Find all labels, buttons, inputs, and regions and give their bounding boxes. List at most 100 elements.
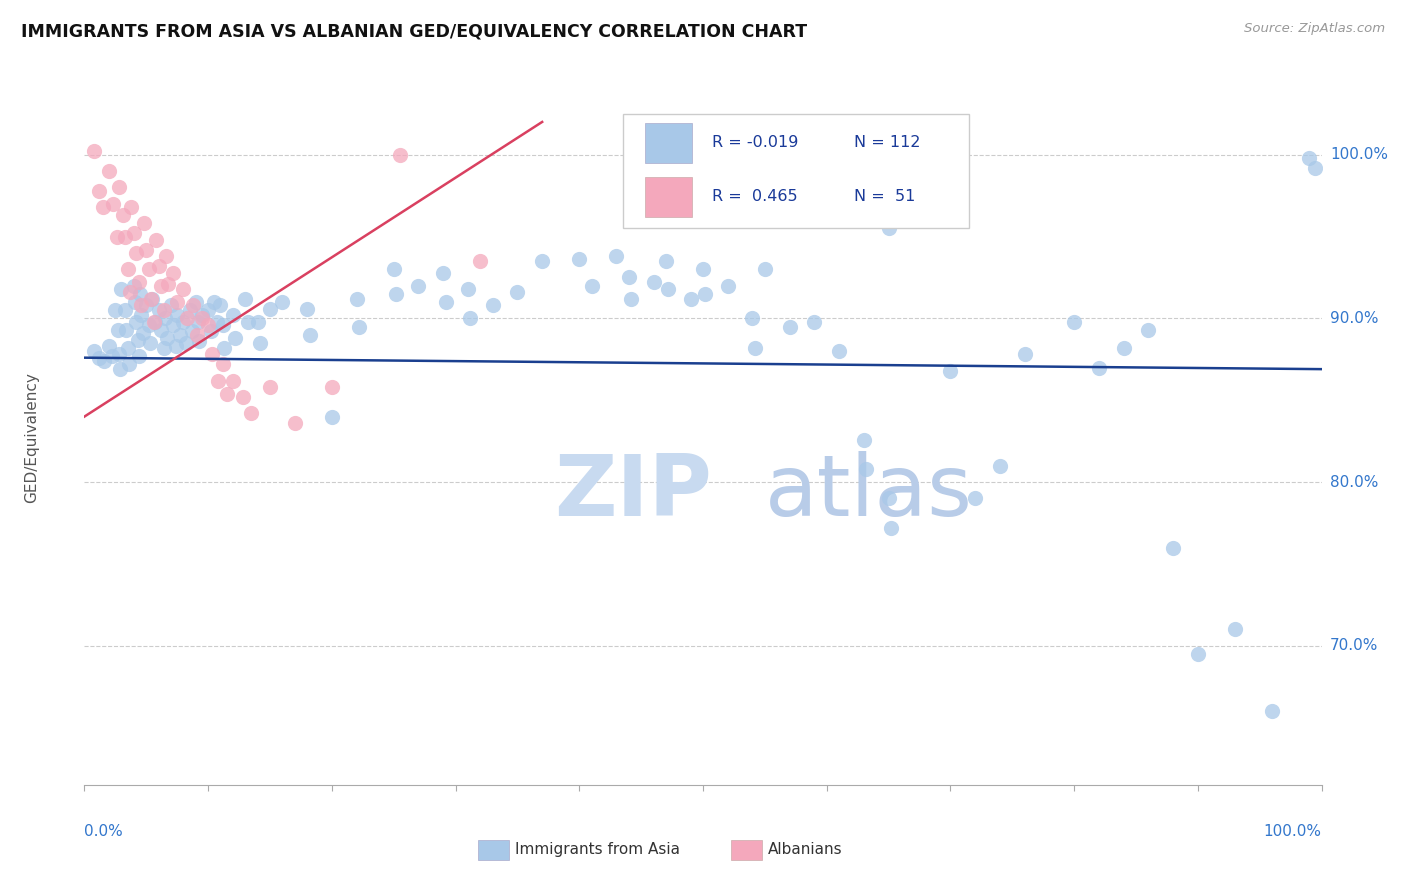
Point xyxy=(108,180,131,194)
Point xyxy=(259,301,281,316)
Point xyxy=(138,318,160,332)
Point xyxy=(988,458,1011,473)
Point xyxy=(191,311,214,326)
Text: 90.0%: 90.0% xyxy=(1330,311,1378,326)
Point xyxy=(240,406,263,420)
Point xyxy=(166,295,188,310)
Point xyxy=(83,344,105,359)
Point xyxy=(181,298,204,312)
Point xyxy=(184,295,207,310)
Point xyxy=(347,319,370,334)
Point xyxy=(135,298,157,312)
Point xyxy=(1137,323,1160,337)
Point xyxy=(98,339,121,353)
Point xyxy=(172,282,194,296)
Point xyxy=(1112,341,1135,355)
Point xyxy=(98,164,121,178)
Point xyxy=(172,315,194,329)
Point xyxy=(222,308,245,322)
Point xyxy=(124,295,146,310)
Point xyxy=(1088,360,1111,375)
Point xyxy=(118,357,141,371)
Point xyxy=(741,311,763,326)
Point xyxy=(215,386,238,401)
Point xyxy=(117,262,139,277)
Point xyxy=(605,249,627,263)
Point xyxy=(295,301,318,316)
Point xyxy=(186,327,208,342)
Point xyxy=(202,295,225,310)
Point xyxy=(779,319,801,334)
Point xyxy=(187,315,209,329)
Point xyxy=(408,278,430,293)
Point xyxy=(432,266,454,280)
Point xyxy=(141,292,163,306)
Point xyxy=(128,349,150,363)
Point xyxy=(692,262,714,277)
Point xyxy=(481,298,503,312)
Point xyxy=(617,270,640,285)
Point xyxy=(200,325,222,339)
Point xyxy=(100,349,122,363)
Point xyxy=(233,292,256,306)
Point xyxy=(224,331,246,345)
Point xyxy=(385,286,408,301)
Point xyxy=(965,491,987,506)
Point xyxy=(129,308,152,322)
Text: R =  0.465: R = 0.465 xyxy=(711,189,797,204)
Point xyxy=(179,303,201,318)
Point xyxy=(143,315,166,329)
Point xyxy=(162,266,184,280)
Point xyxy=(188,334,211,349)
Point xyxy=(197,303,219,318)
Point xyxy=(236,315,259,329)
Point xyxy=(104,303,127,318)
Point xyxy=(568,252,591,267)
Point xyxy=(122,227,145,241)
Point xyxy=(160,298,183,312)
Point xyxy=(150,278,173,293)
Point xyxy=(1063,315,1085,329)
Point xyxy=(803,315,825,329)
Point xyxy=(152,303,174,318)
Point xyxy=(105,229,128,244)
Point xyxy=(939,364,962,378)
Text: N = 112: N = 112 xyxy=(853,136,921,150)
Text: 100.0%: 100.0% xyxy=(1330,147,1388,162)
Point xyxy=(470,254,492,268)
Point xyxy=(1298,151,1320,165)
Point xyxy=(815,196,838,211)
Point xyxy=(169,327,191,342)
Point xyxy=(828,344,851,359)
Point xyxy=(321,409,343,424)
Point xyxy=(135,243,157,257)
Point xyxy=(138,262,160,277)
Point xyxy=(128,276,150,290)
Point xyxy=(89,351,111,365)
Point xyxy=(93,354,115,368)
Text: 100.0%: 100.0% xyxy=(1264,824,1322,838)
FancyBboxPatch shape xyxy=(623,113,969,228)
Text: GED/Equivalency: GED/Equivalency xyxy=(24,372,39,502)
Point xyxy=(107,323,129,337)
Point xyxy=(120,200,142,214)
Text: IMMIGRANTS FROM ASIA VS ALBANIAN GED/EQUIVALENCY CORRELATION CHART: IMMIGRANTS FROM ASIA VS ALBANIAN GED/EQU… xyxy=(21,22,807,40)
Point xyxy=(695,286,717,301)
Point xyxy=(457,282,479,296)
Point xyxy=(205,315,228,329)
Point xyxy=(110,282,132,296)
Point xyxy=(174,335,197,350)
Point xyxy=(156,331,179,345)
Point xyxy=(145,233,167,247)
Point xyxy=(125,246,148,260)
Point xyxy=(1161,541,1184,555)
Point xyxy=(132,216,155,230)
Point xyxy=(110,362,132,376)
Point xyxy=(1305,161,1327,175)
Point xyxy=(152,341,174,355)
Point xyxy=(155,249,177,263)
Point xyxy=(346,292,368,306)
Point xyxy=(148,303,170,318)
Point xyxy=(91,200,114,214)
Point xyxy=(165,339,187,353)
